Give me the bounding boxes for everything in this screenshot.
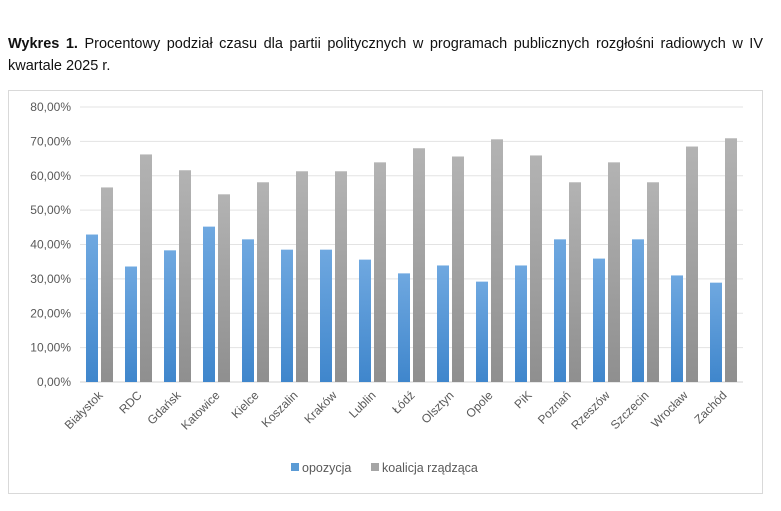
y-tick-label: 10,00%: [30, 341, 71, 355]
bar-opozycja: [476, 281, 488, 382]
x-tick-label: Katowice: [178, 388, 223, 433]
x-tick-label: RDC: [116, 388, 145, 417]
legend-label: koalicja rządząca: [382, 461, 478, 475]
x-tick-label: Rzeszów: [568, 388, 613, 433]
bar-opozycja: [593, 258, 605, 382]
bar-opozycja: [515, 265, 527, 382]
bar-opozycja: [554, 239, 566, 382]
y-tick-label: 70,00%: [30, 134, 71, 148]
y-tick-label: 20,00%: [30, 306, 71, 320]
bar-opozycja: [203, 226, 215, 382]
y-tick-label: 0,00%: [37, 375, 71, 389]
bar-koalicja: [569, 182, 581, 382]
bar-koalicja: [257, 182, 269, 382]
x-tick-label: Zachód: [691, 388, 729, 426]
bar-opozycja: [437, 265, 449, 382]
bar-koalicja: [725, 138, 737, 382]
x-tick-label: Poznań: [535, 388, 574, 427]
y-tick-label: 40,00%: [30, 238, 71, 252]
bar-koalicja: [101, 187, 113, 382]
bar-koalicja: [140, 154, 152, 382]
y-tick-label: 60,00%: [30, 169, 71, 183]
legend-swatch: [291, 463, 299, 471]
bar-koalicja: [413, 148, 425, 382]
bar-opozycja: [710, 282, 722, 382]
legend-swatch: [371, 463, 379, 471]
bar-opozycja: [86, 234, 98, 382]
bar-koalicja: [374, 162, 386, 382]
legend-label: opozycja: [302, 461, 351, 475]
caption-text: Procentowy podział czasu dla partii poli…: [8, 36, 763, 74]
bar-opozycja: [320, 249, 332, 382]
x-tick-label: PiK: [512, 388, 535, 411]
bar-koalicja: [686, 146, 698, 382]
bar-koalicja: [491, 139, 503, 382]
x-tick-label: Opole: [463, 388, 496, 421]
bar-koalicja: [335, 171, 347, 382]
bar-opozycja: [359, 259, 371, 382]
y-tick-label: 50,00%: [30, 203, 71, 217]
bar-koalicja: [452, 156, 464, 382]
x-tick-label: Wrocław: [648, 388, 691, 431]
bar-koalicja: [218, 194, 230, 382]
x-tick-label: Białystok: [62, 388, 107, 433]
figure-caption: Wykres 1. Procentowy podział czasu dla p…: [8, 33, 763, 77]
y-tick-label: 80,00%: [30, 100, 71, 114]
x-tick-label: Lublin: [346, 388, 379, 421]
bar-opozycja: [281, 249, 293, 382]
y-tick-label: 30,00%: [30, 272, 71, 286]
x-tick-label: Olsztyn: [418, 388, 456, 426]
x-tick-label: Kielce: [229, 388, 262, 421]
bar-opozycja: [398, 273, 410, 382]
x-tick-label: Koszalin: [259, 388, 301, 430]
bar-opozycja: [164, 250, 176, 382]
x-tick-label: Kraków: [301, 388, 339, 426]
chart-frame: [8, 90, 763, 494]
bar-koalicja: [608, 162, 620, 382]
bar-opozycja: [632, 239, 644, 382]
caption-label: Wykres 1.: [8, 36, 78, 52]
bar-koalicja: [647, 182, 659, 382]
x-tick-label: Łódź: [389, 388, 417, 416]
bar-koalicja: [179, 170, 191, 382]
bar-koalicja: [530, 155, 542, 382]
x-tick-label: Szczecin: [608, 388, 652, 432]
bar-koalicja: [296, 171, 308, 382]
bar-opozycja: [242, 239, 254, 382]
bar-opozycja: [671, 275, 683, 382]
bar-opozycja: [125, 266, 137, 382]
